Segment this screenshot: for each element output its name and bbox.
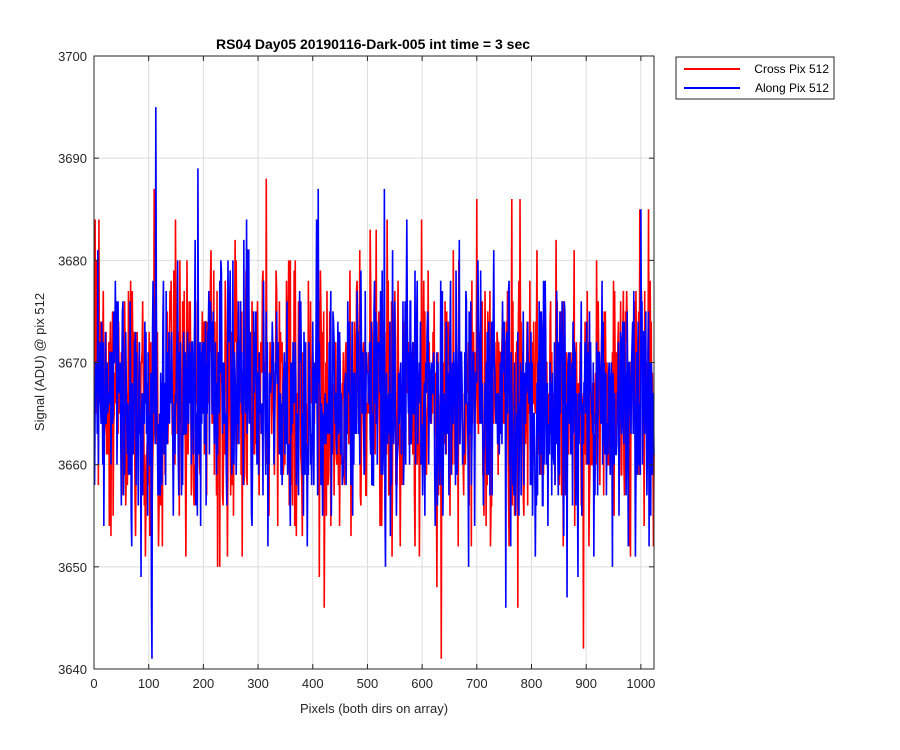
y-axis-label: Signal (ADU) @ pix 512 xyxy=(32,293,47,431)
x-tick-label: 500 xyxy=(357,676,379,691)
x-axis-label: Pixels (both dirs on array) xyxy=(300,701,448,716)
y-tick-labels: 3640 3650 3660 3670 3680 3690 3700 xyxy=(58,49,87,677)
x-tick-label: 0 xyxy=(90,676,97,691)
y-tick-label: 3700 xyxy=(58,49,87,64)
x-tick-label: 200 xyxy=(193,676,215,691)
legend: Cross Pix 512 Along Pix 512 xyxy=(675,56,835,100)
legend-label-along: Along Pix 512 xyxy=(755,81,829,95)
legend-box xyxy=(675,56,835,100)
x-tick-label: 1000 xyxy=(626,676,655,691)
y-tick-label: 3640 xyxy=(58,662,87,677)
x-tick-label: 700 xyxy=(466,676,488,691)
series-line-along-pix-512 xyxy=(93,107,655,659)
x-tick-label: 400 xyxy=(302,676,324,691)
plot-area xyxy=(93,55,655,670)
y-tick-label: 3680 xyxy=(58,253,87,268)
x-tick-label: 800 xyxy=(521,676,543,691)
y-tick-label: 3650 xyxy=(58,560,87,575)
y-tick-label: 3670 xyxy=(58,356,87,371)
tick-marks xyxy=(93,55,654,670)
y-tick-label: 3660 xyxy=(58,458,87,473)
x-tick-label: 100 xyxy=(138,676,160,691)
y-tick-label: 3690 xyxy=(58,151,87,166)
legend-label-cross: Cross Pix 512 xyxy=(754,62,829,76)
x-tick-label: 900 xyxy=(575,676,597,691)
x-tick-label: 300 xyxy=(247,676,269,691)
series-layer xyxy=(93,107,655,659)
x-tick-label: 600 xyxy=(411,676,433,691)
chart-title: RS04 Day05 20190116-Dark-005 int time = … xyxy=(216,36,530,52)
x-tick-labels: 0 100 200 300 400 500 600 700 800 900 1000 xyxy=(90,676,655,691)
